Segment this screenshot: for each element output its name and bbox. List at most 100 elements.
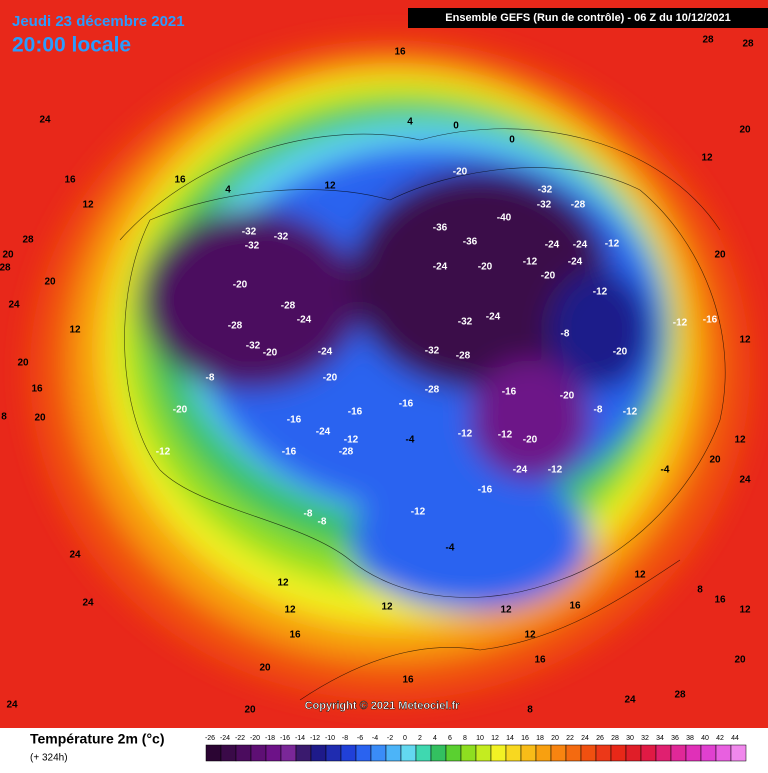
temperature-label: -20 <box>541 271 556 282</box>
scale-tick-label: 34 <box>656 735 664 742</box>
scale-swatch <box>460 744 477 762</box>
temperature-label: 20 <box>259 663 271 674</box>
temperature-label: 12 <box>324 181 336 192</box>
temperature-label: 28 <box>22 235 34 246</box>
temperature-label: -32 <box>458 317 473 328</box>
temperature-label: -28 <box>425 385 440 396</box>
temperature-label: 0 <box>453 121 459 132</box>
temperature-label: -32 <box>246 341 261 352</box>
temperature-label: 12 <box>277 578 289 589</box>
temperature-label: -20 <box>233 280 248 291</box>
temperature-label: 4 <box>407 117 413 128</box>
temperature-label: 16 <box>394 47 406 58</box>
scale-swatch <box>520 744 537 762</box>
temperature-label: 28 <box>674 690 686 701</box>
temperature-label: 20 <box>44 277 56 288</box>
temperature-label: -16 <box>282 447 297 458</box>
temperature-label: -8 <box>304 509 313 520</box>
scale-tick-label: -10 <box>325 735 335 742</box>
scale-tick-label: 6 <box>448 735 452 742</box>
scale-tick-label: -14 <box>295 735 305 742</box>
temperature-label: -12 <box>156 447 171 458</box>
temperature-label: 12 <box>82 200 94 211</box>
temperature-label: -16 <box>399 399 414 410</box>
temperature-label: 4 <box>225 185 231 196</box>
temperature-label: 12 <box>500 605 512 616</box>
scale-swatch <box>340 744 357 762</box>
copyright: Copyright © 2021 Meteociel.fr <box>305 700 461 712</box>
scale-swatch <box>655 744 672 762</box>
temperature-label: -20 <box>478 262 493 273</box>
scale-tick-label: 20 <box>551 735 559 742</box>
scale-swatch <box>325 744 342 762</box>
temperature-label: -12 <box>673 318 688 329</box>
scale-tick-label: 30 <box>626 735 634 742</box>
scale-tick-label: 2 <box>418 735 422 742</box>
run-banner <box>408 8 768 28</box>
scale-swatch <box>475 744 492 762</box>
temperature-label: 12 <box>524 630 536 641</box>
temperature-label: 16 <box>31 384 43 395</box>
temperature-label: -8 <box>594 405 603 416</box>
scale-swatch <box>220 744 237 762</box>
temperature-label: -28 <box>281 301 296 312</box>
temperature-label: -8 <box>561 329 570 340</box>
scale-tick-label: 24 <box>581 735 589 742</box>
scale-tick-label: -6 <box>357 735 363 742</box>
scale-swatch <box>730 744 747 762</box>
scale-swatch <box>310 744 327 762</box>
temperature-label: -24 <box>433 262 448 273</box>
scale-tick-label: -20 <box>250 735 260 742</box>
scale-swatch <box>595 744 612 762</box>
temperature-label: 20 <box>734 655 746 666</box>
scale-tick-label: -16 <box>280 735 290 742</box>
temperature-label: 24 <box>6 700 18 711</box>
legend-subtitle: (+ 324h) <box>30 753 68 764</box>
temperature-label: -16 <box>348 407 363 418</box>
scale-swatch <box>280 744 297 762</box>
scale-tick-label: 44 <box>731 735 739 742</box>
temperature-label: 20 <box>17 358 29 369</box>
temperature-label: 20 <box>739 125 751 136</box>
scale-tick-label: 28 <box>611 735 619 742</box>
temperature-label: 0 <box>509 135 515 146</box>
temperature-label: 12 <box>701 153 713 164</box>
temperature-label: 24 <box>39 115 51 126</box>
scale-tick-label: 36 <box>671 735 679 742</box>
temperature-label: -20 <box>560 391 575 402</box>
temperature-label: 12 <box>739 605 751 616</box>
scale-tick-label: 42 <box>716 735 724 742</box>
scale-tick-label: 26 <box>596 735 604 742</box>
temperature-label: -32 <box>242 227 257 238</box>
temperature-label: -32 <box>425 346 440 357</box>
coastlines <box>119 128 726 701</box>
temperature-label: 12 <box>734 435 746 446</box>
temperature-label: 12 <box>739 335 751 346</box>
temperature-label: -4 <box>661 465 670 476</box>
scale-tick-label: 10 <box>476 735 484 742</box>
temperature-label: 8 <box>1 412 7 423</box>
temperature-label: -4 <box>446 543 455 554</box>
scale-tick-label: 38 <box>686 735 694 742</box>
scale-tick-label: 32 <box>641 735 649 742</box>
temperature-label: -16 <box>287 415 302 426</box>
temperature-label: 16 <box>402 675 414 686</box>
temperature-label: -32 <box>245 241 260 252</box>
scale-tick-label: 18 <box>536 735 544 742</box>
temperature-label: 12 <box>634 570 646 581</box>
scale-tick-label: -24 <box>220 735 230 742</box>
temperature-label: 12 <box>69 325 81 336</box>
temperature-label: 16 <box>714 595 726 606</box>
scale-swatch <box>355 744 372 762</box>
scale-swatch <box>235 744 252 762</box>
scale-swatch <box>625 744 642 762</box>
scale-swatch <box>505 744 522 762</box>
scale-swatch <box>265 744 282 762</box>
temperature-label: -40 <box>497 213 512 224</box>
scale-tick-label: 0 <box>403 735 407 742</box>
temperature-label: 16 <box>569 601 581 612</box>
temperature-label: 16 <box>289 630 301 641</box>
scale-swatch <box>400 744 417 762</box>
temperature-label: -20 <box>173 405 188 416</box>
scale-tick-label: 14 <box>506 735 514 742</box>
